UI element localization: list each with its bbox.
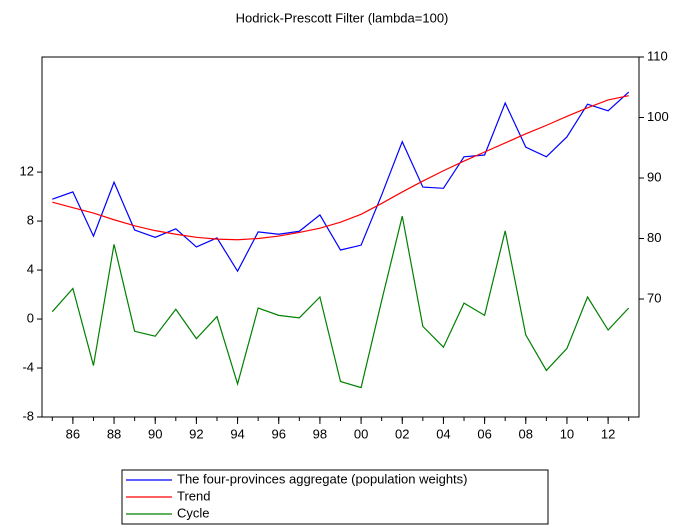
series-line (52, 91, 630, 273)
legend-label: Cycle (177, 505, 210, 520)
x-tick-label: 12 (601, 426, 615, 441)
y2-tick-label: 70 (647, 290, 661, 305)
series-line (52, 95, 629, 241)
x-tick-label: 86 (66, 426, 80, 441)
y-tick-label: 8 (27, 213, 34, 228)
x-tick-label: 04 (436, 426, 450, 441)
x-tick-label: 98 (313, 426, 327, 441)
y2-tick-label: 80 (647, 230, 661, 245)
x-tick-label: 00 (354, 426, 368, 441)
y-tick-label: 0 (27, 310, 34, 325)
x-tick-label: 06 (477, 426, 491, 441)
y-tick-label: -8 (22, 408, 34, 423)
legend-label: Trend (177, 488, 210, 503)
legend-label: The four-provinces aggregate (population… (177, 471, 468, 486)
chart-title: Hodrick-Prescott Filter (lambda=100) (236, 10, 449, 25)
x-tick-label: 92 (189, 426, 203, 441)
plot-frame (41, 56, 640, 418)
y-tick-label: 12 (20, 164, 34, 179)
x-tick-label: 08 (519, 426, 533, 441)
x-tick-label: 10 (560, 426, 574, 441)
y-tick-label: 4 (27, 261, 34, 276)
x-tick-label: 90 (148, 426, 162, 441)
y2-tick-label: 100 (647, 109, 669, 124)
y2-tick-label: 90 (647, 169, 661, 184)
x-tick-label: 94 (230, 426, 244, 441)
y2-tick-label: 110 (647, 48, 668, 63)
x-tick-label: 02 (395, 426, 409, 441)
x-tick-label: 96 (272, 426, 286, 441)
series-line (51, 216, 630, 389)
y-tick-label: -4 (22, 359, 34, 374)
legend-box (121, 469, 549, 525)
x-tick-label: 88 (107, 426, 121, 441)
